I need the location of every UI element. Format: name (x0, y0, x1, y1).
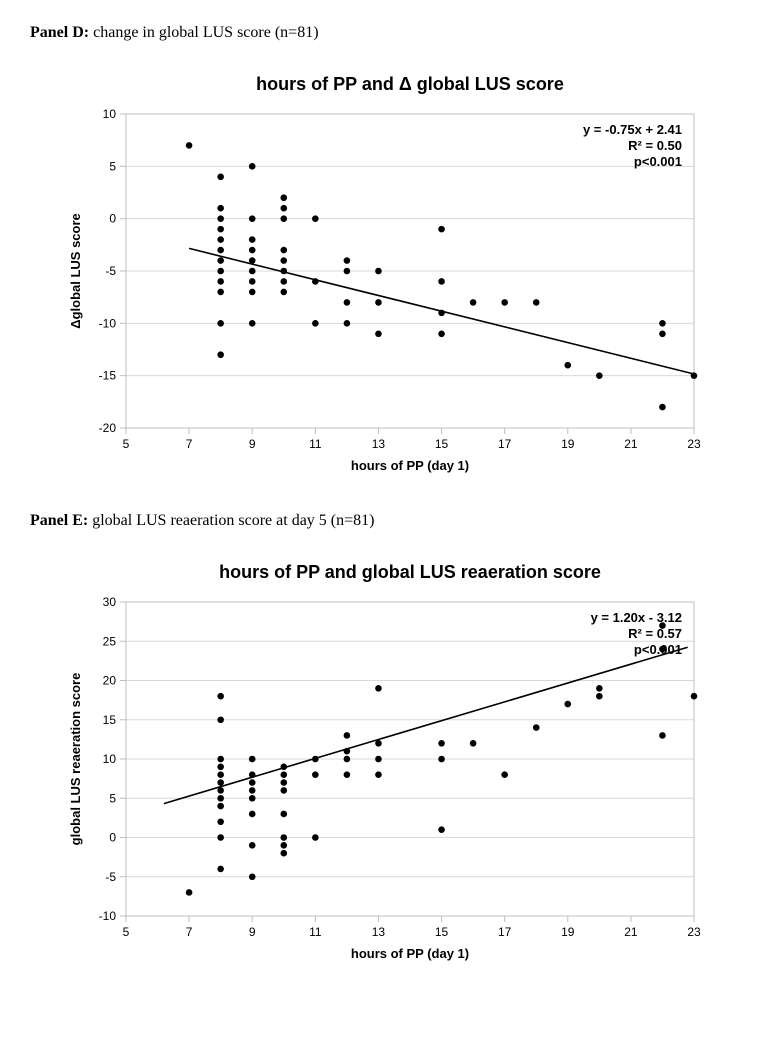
svg-text:15: 15 (435, 925, 449, 939)
svg-text:p<0.001: p<0.001 (634, 154, 682, 169)
svg-text:R² = 0.57: R² = 0.57 (628, 626, 682, 641)
svg-text:5: 5 (109, 159, 116, 173)
svg-text:13: 13 (372, 925, 386, 939)
svg-text:10: 10 (103, 752, 117, 766)
panel-e-caption-rest: global LUS reaeration score at day 5 (n=… (88, 512, 374, 529)
svg-text:19: 19 (561, 437, 575, 451)
svg-text:0: 0 (109, 212, 116, 226)
svg-text:21: 21 (624, 925, 638, 939)
svg-text:5: 5 (123, 437, 130, 451)
svg-text:21: 21 (624, 437, 638, 451)
svg-text:23: 23 (687, 437, 701, 451)
panel-d-caption-rest: change in global LUS score (n=81) (89, 24, 318, 41)
svg-text:global LUS reaeration score: global LUS reaeration score (68, 673, 83, 846)
panel-e-caption-bold: Panel E: (30, 512, 88, 529)
svg-text:-5: -5 (105, 870, 116, 884)
svg-text:7: 7 (186, 925, 193, 939)
svg-text:5: 5 (123, 925, 130, 939)
svg-text:15: 15 (435, 437, 449, 451)
svg-text:-10: -10 (99, 316, 117, 330)
svg-text:p<0.001: p<0.001 (634, 642, 682, 657)
svg-text:30: 30 (103, 595, 117, 609)
svg-text:19: 19 (561, 925, 575, 939)
panel-e-caption: Panel E: global LUS reaeration score at … (30, 512, 738, 530)
svg-text:y = 1.20x - 3.12: y = 1.20x - 3.12 (591, 610, 682, 625)
svg-text:13: 13 (372, 437, 386, 451)
panel-e-chart: 5 7 9 11 13 15 17 19 21 23 -10 -5 0 5 10 15 20 25 30 hours … (30, 544, 738, 974)
svg-text:y = -0.75x + 2.41: y = -0.75x + 2.41 (583, 122, 682, 137)
svg-text:0: 0 (109, 831, 116, 845)
svg-text:11: 11 (309, 437, 322, 451)
svg-text:25: 25 (103, 634, 117, 648)
svg-text:15: 15 (103, 713, 117, 727)
svg-text:23: 23 (687, 925, 701, 939)
svg-text:20: 20 (103, 674, 117, 688)
svg-text:hours of PP (day 1): hours of PP (day 1) (351, 946, 469, 961)
svg-text:10: 10 (103, 107, 117, 121)
svg-text:-20: -20 (99, 421, 117, 435)
panel-d-svg: 5 7 9 11 13 15 17 19 21 23 -20 -15 -10 -5 0 5 10 hours of… (54, 56, 714, 486)
svg-text:9: 9 (249, 437, 256, 451)
panel-d-chart: 5 7 9 11 13 15 17 19 21 23 -20 -15 -10 -5 0 5 10 hours of… (30, 56, 738, 486)
panel-e-svg: 5 7 9 11 13 15 17 19 21 23 -10 -5 0 5 10 15 20 25 30 hours … (54, 544, 714, 974)
svg-text:17: 17 (498, 925, 512, 939)
panel-d-caption-bold: Panel D: (30, 24, 89, 41)
svg-text:11: 11 (309, 925, 322, 939)
svg-text:hours of PP (day 1): hours of PP (day 1) (351, 458, 469, 473)
svg-text:hours of PP and global LUS rea: hours of PP and global LUS reaeration sc… (219, 562, 601, 582)
svg-text:17: 17 (498, 437, 512, 451)
svg-text:hours of PP and Δ global LUS s: hours of PP and Δ global LUS score (256, 74, 564, 94)
svg-text:-10: -10 (99, 909, 117, 923)
svg-text:-5: -5 (105, 264, 116, 278)
svg-text:R² = 0.50: R² = 0.50 (628, 138, 682, 153)
svg-text:7: 7 (186, 437, 193, 451)
svg-text:5: 5 (109, 791, 116, 805)
panel-d-caption: Panel D: change in global LUS score (n=8… (30, 24, 738, 42)
svg-text:Δglobal LUS score: Δglobal LUS score (68, 213, 83, 329)
svg-text:-15: -15 (99, 369, 117, 383)
svg-text:9: 9 (249, 925, 256, 939)
